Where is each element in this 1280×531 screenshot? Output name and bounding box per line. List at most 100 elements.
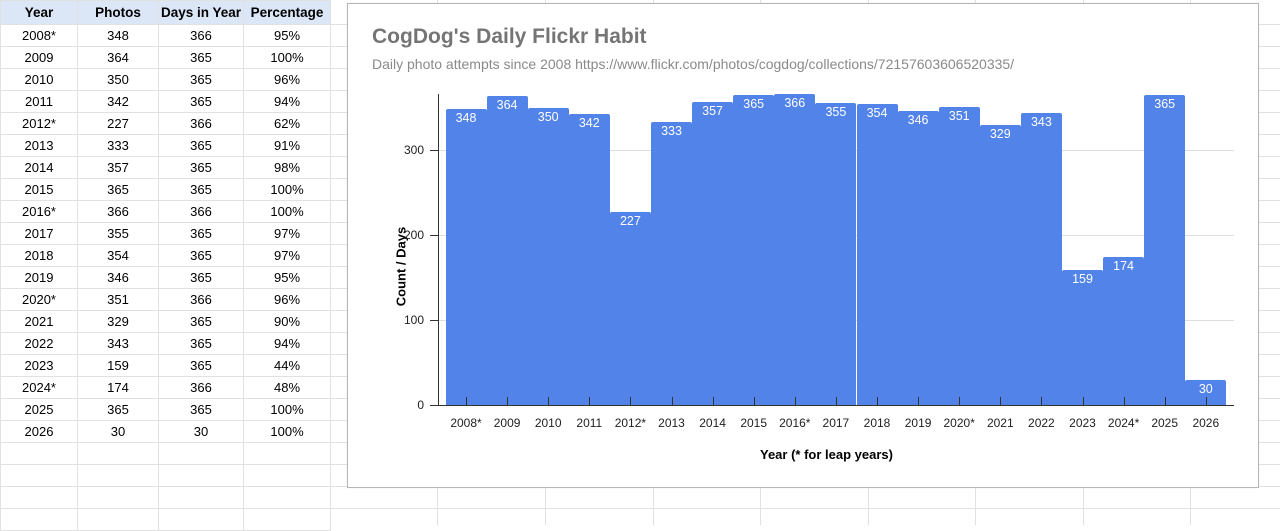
cell-year[interactable]: 2008* xyxy=(0,24,78,47)
cell-photos[interactable]: 366 xyxy=(77,200,159,223)
bar[interactable]: 348 xyxy=(445,109,487,405)
cell-photos[interactable]: 365 xyxy=(77,178,159,201)
cell-percentage[interactable]: 94% xyxy=(243,90,331,113)
cell-percentage[interactable]: 100% xyxy=(243,398,331,421)
header-days-in-year[interactable]: Days in Year xyxy=(158,0,244,25)
empty-cell[interactable] xyxy=(243,486,331,509)
header-percentage[interactable]: Percentage xyxy=(243,0,331,25)
cell-percentage[interactable]: 95% xyxy=(243,24,331,47)
bar[interactable]: 329 xyxy=(979,125,1021,405)
cell-days[interactable]: 365 xyxy=(158,332,244,355)
cell-days[interactable]: 366 xyxy=(158,112,244,135)
empty-cell[interactable] xyxy=(158,486,244,509)
cell-photos[interactable]: 329 xyxy=(77,310,159,333)
cell-year[interactable]: 2016* xyxy=(0,200,78,223)
cell-year[interactable]: 2014 xyxy=(0,156,78,179)
cell-percentage[interactable]: 100% xyxy=(243,420,331,443)
cell-year[interactable]: 2024* xyxy=(0,376,78,399)
bar[interactable]: 227 xyxy=(609,212,651,405)
cell-percentage[interactable]: 98% xyxy=(243,156,331,179)
cell-percentage[interactable]: 94% xyxy=(243,332,331,355)
cell-days[interactable]: 366 xyxy=(158,24,244,47)
bar[interactable]: 351 xyxy=(938,106,980,405)
cell-photos[interactable]: 365 xyxy=(77,398,159,421)
cell-photos[interactable]: 348 xyxy=(77,24,159,47)
cell-days[interactable]: 365 xyxy=(158,90,244,113)
cell-percentage[interactable]: 100% xyxy=(243,178,331,201)
cell-year[interactable]: 2013 xyxy=(0,134,78,157)
empty-cell[interactable] xyxy=(77,442,159,465)
cell-percentage[interactable]: 62% xyxy=(243,112,331,135)
cell-days[interactable]: 365 xyxy=(158,68,244,91)
cell-days[interactable]: 365 xyxy=(158,46,244,69)
cell-percentage[interactable]: 48% xyxy=(243,376,331,399)
cell-days[interactable]: 365 xyxy=(158,134,244,157)
cell-days[interactable]: 366 xyxy=(158,376,244,399)
empty-cell[interactable] xyxy=(0,486,78,509)
cell-year[interactable]: 2021 xyxy=(0,310,78,333)
bar[interactable]: 343 xyxy=(1020,113,1062,405)
cell-year[interactable]: 2020* xyxy=(0,288,78,311)
bar[interactable]: 365 xyxy=(1144,94,1186,405)
cell-year[interactable]: 2025 xyxy=(0,398,78,421)
empty-cell[interactable] xyxy=(243,464,331,487)
bar[interactable]: 357 xyxy=(692,101,734,405)
cell-photos[interactable]: 227 xyxy=(77,112,159,135)
cell-photos[interactable]: 342 xyxy=(77,90,159,113)
bar[interactable]: 342 xyxy=(568,114,610,405)
cell-year[interactable]: 2010 xyxy=(0,68,78,91)
cell-year[interactable]: 2019 xyxy=(0,266,78,289)
cell-photos[interactable]: 354 xyxy=(77,244,159,267)
cell-year[interactable]: 2026 xyxy=(0,420,78,443)
empty-cell[interactable] xyxy=(158,508,244,531)
empty-cell[interactable] xyxy=(0,442,78,465)
cell-percentage[interactable]: 90% xyxy=(243,310,331,333)
cell-year[interactable]: 2017 xyxy=(0,222,78,245)
cell-percentage[interactable]: 97% xyxy=(243,244,331,267)
bar[interactable]: 364 xyxy=(486,95,528,405)
cell-photos[interactable]: 364 xyxy=(77,46,159,69)
empty-cell[interactable] xyxy=(243,442,331,465)
empty-cell[interactable] xyxy=(158,442,244,465)
cell-days[interactable]: 365 xyxy=(158,222,244,245)
cell-percentage[interactable]: 91% xyxy=(243,134,331,157)
empty-cell[interactable] xyxy=(243,508,331,531)
cell-photos[interactable]: 351 xyxy=(77,288,159,311)
cell-days[interactable]: 365 xyxy=(158,398,244,421)
empty-cell[interactable] xyxy=(77,486,159,509)
cell-days[interactable]: 365 xyxy=(158,310,244,333)
cell-percentage[interactable]: 100% xyxy=(243,46,331,69)
chart-container[interactable]: CogDog's Daily Flickr Habit Daily photo … xyxy=(347,3,1259,488)
bar[interactable]: 174 xyxy=(1103,257,1145,405)
cell-photos[interactable]: 333 xyxy=(77,134,159,157)
cell-photos[interactable]: 159 xyxy=(77,354,159,377)
cell-year[interactable]: 2023 xyxy=(0,354,78,377)
cell-percentage[interactable]: 96% xyxy=(243,68,331,91)
cell-days[interactable]: 365 xyxy=(158,178,244,201)
empty-cell[interactable] xyxy=(0,508,78,531)
cell-days[interactable]: 365 xyxy=(158,266,244,289)
empty-cell[interactable] xyxy=(0,464,78,487)
cell-percentage[interactable]: 95% xyxy=(243,266,331,289)
bar[interactable]: 333 xyxy=(651,121,692,405)
cell-year[interactable]: 2011 xyxy=(0,90,78,113)
empty-cell[interactable] xyxy=(77,464,159,487)
empty-cell[interactable] xyxy=(77,508,159,531)
cell-year[interactable]: 2015 xyxy=(0,178,78,201)
cell-percentage[interactable]: 100% xyxy=(243,200,331,223)
header-year[interactable]: Year xyxy=(0,0,78,25)
cell-days[interactable]: 366 xyxy=(158,200,244,223)
bar[interactable]: 350 xyxy=(527,107,569,405)
header-photos[interactable]: Photos xyxy=(77,0,159,25)
cell-photos[interactable]: 357 xyxy=(77,156,159,179)
cell-photos[interactable]: 350 xyxy=(77,68,159,91)
cell-photos[interactable]: 343 xyxy=(77,332,159,355)
cell-year[interactable]: 2012* xyxy=(0,112,78,135)
cell-days[interactable]: 365 xyxy=(158,354,244,377)
bar[interactable]: 366 xyxy=(774,93,816,405)
bar[interactable]: 159 xyxy=(1062,269,1103,405)
cell-days[interactable]: 30 xyxy=(158,420,244,443)
cell-year[interactable]: 2009 xyxy=(0,46,78,69)
cell-year[interactable]: 2022 xyxy=(0,332,78,355)
bar[interactable]: 365 xyxy=(733,94,775,405)
